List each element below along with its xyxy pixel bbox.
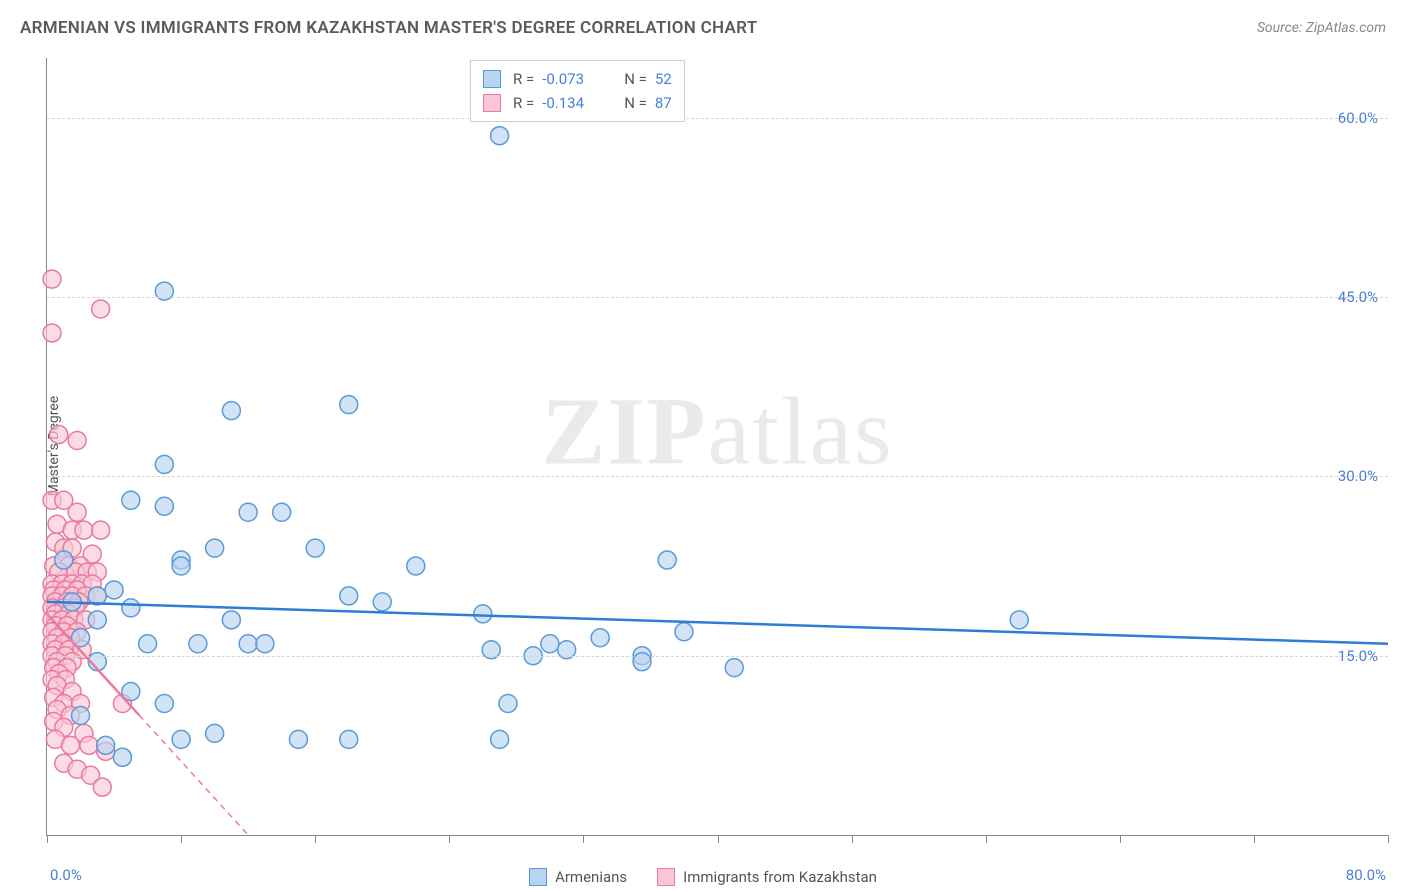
scatter-point xyxy=(658,551,676,569)
chart-header: ARMENIAN VS IMMIGRANTS FROM KAZAKHSTAN M… xyxy=(20,18,1386,38)
scatter-point xyxy=(239,635,257,653)
scatter-point xyxy=(97,736,115,754)
x-tick xyxy=(986,835,987,843)
swatch-icon xyxy=(483,94,501,112)
r-value: -0.073 xyxy=(542,70,602,88)
gridline xyxy=(47,118,1388,119)
scatter-point xyxy=(155,695,173,713)
chart-title: ARMENIAN VS IMMIGRANTS FROM KAZAKHSTAN M… xyxy=(20,18,758,38)
swatch-icon xyxy=(483,70,501,88)
x-tick xyxy=(718,835,719,843)
scatter-point xyxy=(43,270,61,288)
scatter-point xyxy=(306,539,324,557)
scatter-point xyxy=(68,503,86,521)
scatter-point xyxy=(206,724,224,742)
plot-area: ZIPatlas 15.0%30.0%45.0%60.0% xyxy=(46,58,1388,836)
scatter-point xyxy=(407,557,425,575)
scatter-point xyxy=(591,629,609,647)
n-label: N = xyxy=(624,94,647,112)
y-tick-label: 45.0% xyxy=(1338,288,1378,306)
scatter-point xyxy=(1010,611,1028,629)
y-tick-label: 60.0% xyxy=(1338,109,1378,127)
scatter-point xyxy=(499,695,517,713)
x-tick xyxy=(1254,835,1255,843)
scatter-point xyxy=(206,539,224,557)
scatter-point xyxy=(88,611,106,629)
r-label: R = xyxy=(513,70,534,88)
scatter-point xyxy=(340,396,358,414)
scatter-point xyxy=(675,623,693,641)
legend-stats: R = -0.073 N = 52 R = -0.134 N = 87 xyxy=(470,60,685,122)
scatter-point xyxy=(72,706,90,724)
x-tick xyxy=(583,835,584,843)
x-tick xyxy=(449,835,450,843)
scatter-point xyxy=(289,730,307,748)
trend-line-extrapolated xyxy=(139,715,248,835)
scatter-point xyxy=(373,593,391,611)
scatter-point xyxy=(725,659,743,677)
legend-series: Armenians Immigrants from Kazakhstan xyxy=(0,868,1406,886)
scatter-point xyxy=(155,497,173,515)
scatter-point xyxy=(75,521,93,539)
scatter-point xyxy=(222,611,240,629)
scatter-point xyxy=(340,587,358,605)
x-tick xyxy=(1388,835,1389,843)
scatter-point xyxy=(43,324,61,342)
scatter-point xyxy=(92,300,110,318)
legend-item: Armenians xyxy=(529,868,627,886)
legend-label: Immigrants from Kazakhstan xyxy=(683,868,877,886)
legend-item: Immigrants from Kazakhstan xyxy=(657,868,877,886)
gridline xyxy=(47,656,1388,657)
y-tick-label: 15.0% xyxy=(1338,647,1378,665)
legend-label: Armenians xyxy=(555,868,627,886)
scatter-point xyxy=(256,635,274,653)
gridline xyxy=(47,476,1388,477)
scatter-point xyxy=(239,503,257,521)
scatter-point xyxy=(155,455,173,473)
scatter-point xyxy=(491,730,509,748)
scatter-point xyxy=(172,557,190,575)
scatter-point xyxy=(50,426,68,444)
legend-stats-row: R = -0.134 N = 87 xyxy=(483,91,672,115)
scatter-point xyxy=(474,605,492,623)
swatch-icon xyxy=(657,868,675,886)
scatter-point xyxy=(122,599,140,617)
scatter-point xyxy=(340,730,358,748)
scatter-point xyxy=(541,635,559,653)
scatter-point xyxy=(222,402,240,420)
chart-source: Source: ZipAtlas.com xyxy=(1257,20,1386,36)
scatter-point xyxy=(68,432,86,450)
scatter-svg xyxy=(47,58,1388,835)
scatter-point xyxy=(122,491,140,509)
gridline xyxy=(47,297,1388,298)
x-tick xyxy=(47,835,48,843)
scatter-point xyxy=(105,581,123,599)
x-tick xyxy=(852,835,853,843)
scatter-point xyxy=(113,748,131,766)
r-value: -0.134 xyxy=(542,94,602,112)
y-tick-label: 30.0% xyxy=(1338,467,1378,485)
n-label: N = xyxy=(624,70,647,88)
scatter-point xyxy=(92,521,110,539)
x-tick xyxy=(315,835,316,843)
scatter-point xyxy=(139,635,157,653)
scatter-point xyxy=(172,730,190,748)
x-tick xyxy=(181,835,182,843)
scatter-point xyxy=(273,503,291,521)
n-value: 52 xyxy=(655,70,672,88)
x-tick xyxy=(1120,835,1121,843)
swatch-icon xyxy=(529,868,547,886)
scatter-point xyxy=(93,778,111,796)
r-label: R = xyxy=(513,94,534,112)
scatter-point xyxy=(55,551,73,569)
scatter-point xyxy=(80,736,98,754)
scatter-point xyxy=(491,127,509,145)
legend-stats-row: R = -0.073 N = 52 xyxy=(483,67,672,91)
scatter-point xyxy=(61,736,79,754)
scatter-point xyxy=(189,635,207,653)
n-value: 87 xyxy=(655,94,672,112)
